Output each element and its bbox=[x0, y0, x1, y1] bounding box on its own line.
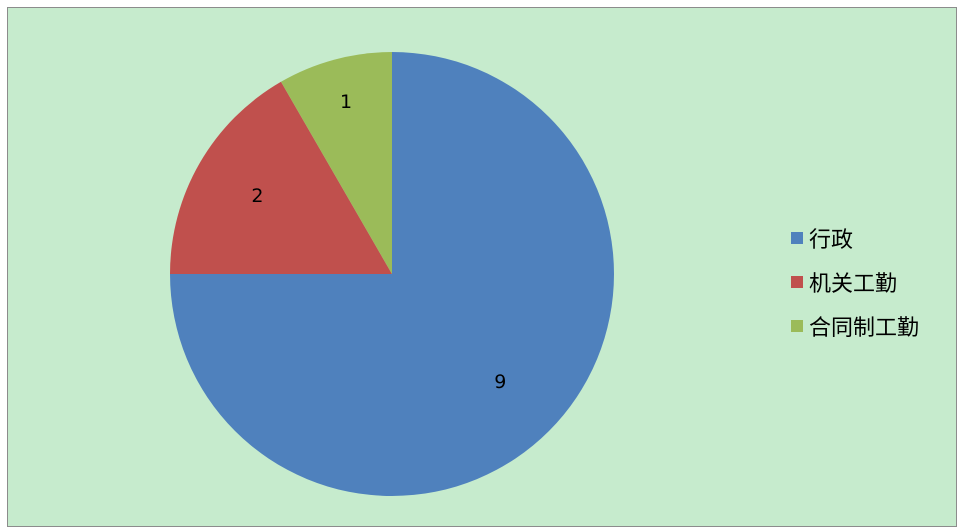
pie-slice-2 bbox=[281, 52, 392, 274]
legend-label-1: 机关工勤 bbox=[809, 272, 898, 297]
legend-item-0: 行政 bbox=[791, 216, 959, 260]
legend-label-2: 合同制工勤 bbox=[809, 316, 920, 341]
legend-label-0: 行政 bbox=[809, 228, 854, 253]
pie-chart: 9 2 1 bbox=[170, 52, 614, 496]
data-label-1: 2 bbox=[251, 185, 263, 207]
legend: 行政 机关工勤 合同制工勤 bbox=[791, 216, 959, 348]
legend-item-1: 机关工勤 bbox=[791, 260, 959, 304]
legend-item-2: 合同制工勤 bbox=[791, 304, 959, 348]
chart-area: 9 2 1 行政 机关工勤 合同制工勤 bbox=[7, 7, 957, 527]
legend-swatch-0 bbox=[791, 232, 803, 244]
legend-swatch-2 bbox=[791, 320, 803, 332]
pie-slice-1 bbox=[170, 81, 392, 274]
data-label-0: 9 bbox=[494, 371, 506, 393]
data-label-2: 1 bbox=[340, 91, 352, 113]
legend-swatch-1 bbox=[791, 276, 803, 288]
